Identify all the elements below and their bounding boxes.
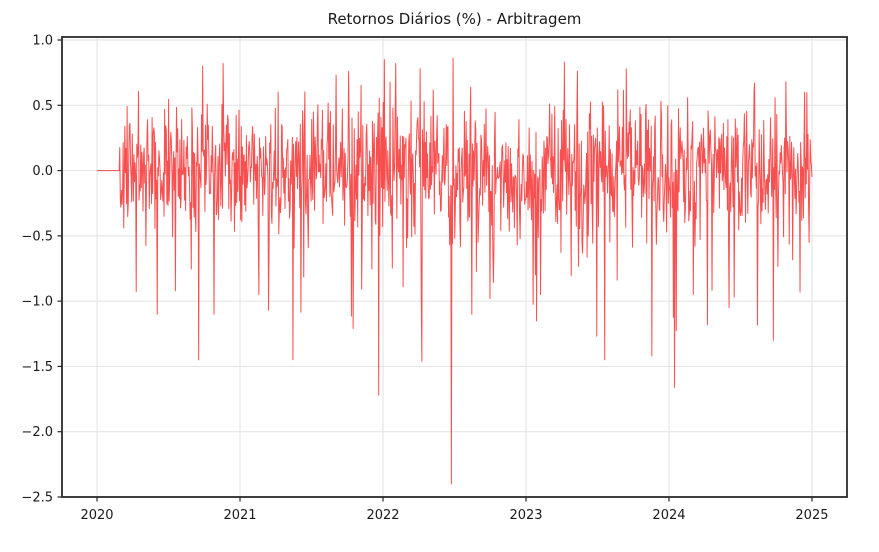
y-axis-tick-label: −2.5 <box>21 491 53 506</box>
y-axis-tick-label: −1.0 <box>21 295 53 310</box>
y-axis-tick-label: 1.0 <box>32 34 53 49</box>
x-axis-tick-label: 2021 <box>223 508 256 523</box>
x-axis-tick-label: 2023 <box>509 508 542 523</box>
x-axis-tick-label: 2020 <box>80 508 113 523</box>
y-axis-tick-label: 0.5 <box>32 99 53 114</box>
x-axis-tick-label: 2024 <box>652 508 685 523</box>
y-axis-tick-label: −2.0 <box>21 425 53 440</box>
x-axis-tick-label: 2022 <box>366 508 399 523</box>
y-axis-tick-label: 0.0 <box>32 164 53 179</box>
returns-series-path <box>97 57 813 485</box>
y-axis-tick-label: −0.5 <box>21 229 53 244</box>
y-axis-tick-label: −1.5 <box>21 360 53 375</box>
plot-border <box>61 36 848 498</box>
chart-title: Retornos Diários (%) - Arbitragem <box>327 10 582 28</box>
x-axis-tick-label: 2025 <box>795 508 828 523</box>
